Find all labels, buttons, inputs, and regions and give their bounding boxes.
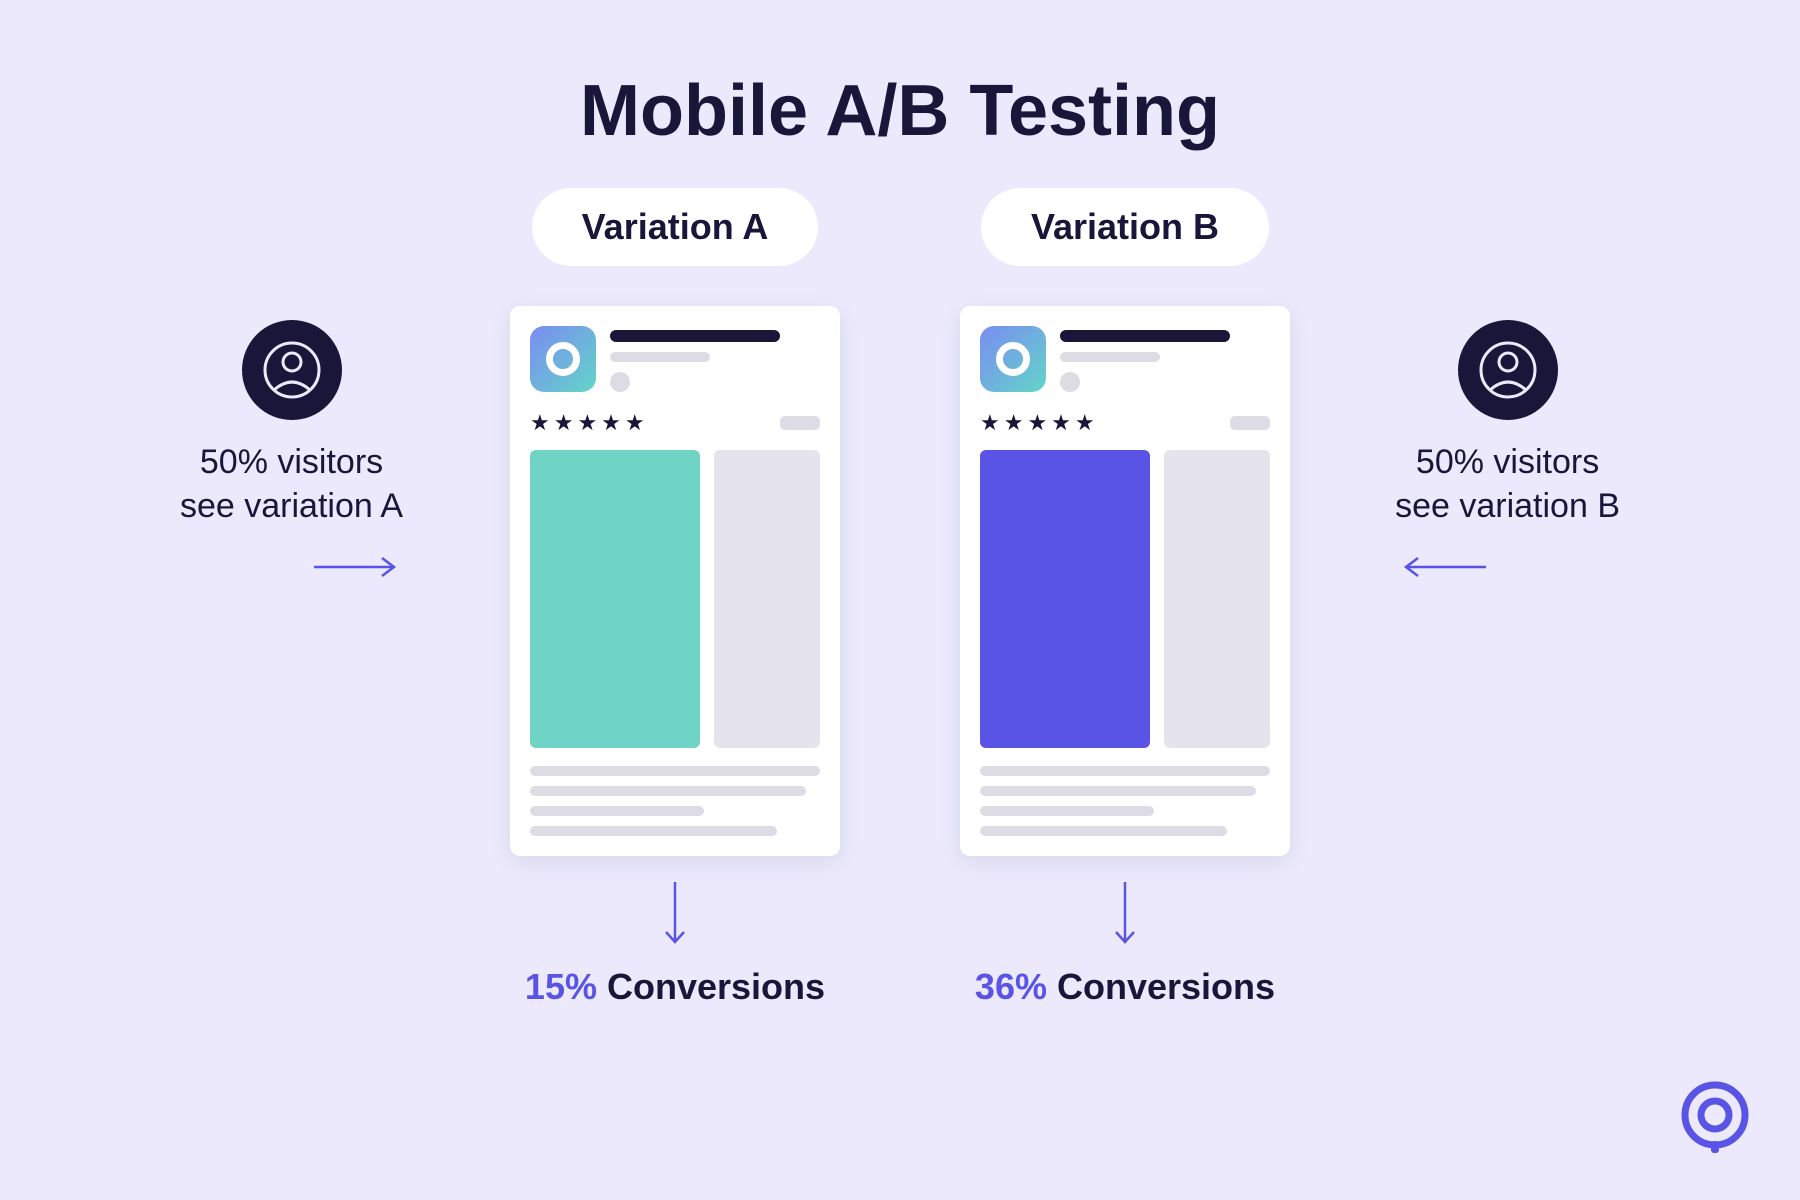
title-placeholder: [1060, 330, 1230, 342]
subtitle-placeholder: [1060, 352, 1160, 362]
header-lines: [610, 326, 820, 392]
text-lines: [530, 766, 820, 836]
conversion-label: Conversions: [607, 966, 825, 1007]
conversion-label: Conversions: [1057, 966, 1275, 1007]
variation-a-pill: Variation A: [532, 188, 819, 266]
side-card: [714, 450, 820, 748]
right-arrow-icon: [310, 552, 405, 587]
app-icon: [980, 326, 1046, 392]
title-placeholder: [610, 330, 780, 342]
header-lines: [1060, 326, 1270, 392]
visitors-right-text: 50% visitors see variation B: [1395, 440, 1620, 528]
text-line: [980, 826, 1227, 836]
visitors-left: 50% visitors see variation A: [180, 320, 403, 528]
text-line: [980, 766, 1270, 776]
app-icon-ring: [546, 342, 580, 376]
down-arrow-icon: [1110, 880, 1140, 950]
user-icon: [1458, 320, 1558, 420]
phone-mockup-a: ★★★★★: [510, 306, 840, 856]
conversion-b: 36% Conversions: [975, 966, 1275, 1008]
stars-row: ★★★★★: [530, 410, 820, 436]
variation-b-pill: Variation B: [981, 188, 1269, 266]
text-line: [980, 806, 1154, 816]
dot-placeholder: [610, 372, 630, 392]
main-card-b: [980, 450, 1150, 748]
text-line: [530, 806, 704, 816]
phone-header: [530, 326, 820, 392]
conversion-a: 15% Conversions: [525, 966, 825, 1008]
star-rating: ★★★★★: [980, 410, 1099, 436]
cards-row: [530, 450, 820, 748]
side-card: [1164, 450, 1270, 748]
app-icon: [530, 326, 596, 392]
content-row: Variation A ★★★★★: [0, 188, 1800, 1008]
brand-logo-icon: [1675, 1075, 1755, 1160]
main-card-a: [530, 450, 700, 748]
chip-placeholder: [1230, 416, 1270, 430]
text-line: [530, 766, 820, 776]
left-arrow-icon: [1395, 552, 1490, 587]
text-line: [530, 826, 777, 836]
conversion-pct: 15%: [525, 966, 597, 1007]
down-arrow-icon: [660, 880, 690, 950]
variation-a-column: Variation A ★★★★★: [510, 188, 840, 1008]
user-icon: [242, 320, 342, 420]
visitors-left-text: 50% visitors see variation A: [180, 440, 403, 528]
subtitle-placeholder: [610, 352, 710, 362]
stars-row: ★★★★★: [980, 410, 1270, 436]
conversion-pct: 36%: [975, 966, 1047, 1007]
visitors-right: 50% visitors see variation B: [1395, 320, 1620, 528]
text-line: [530, 786, 806, 796]
chip-placeholder: [780, 416, 820, 430]
cards-row: [980, 450, 1270, 748]
phone-mockup-b: ★★★★★: [960, 306, 1290, 856]
star-rating: ★★★★★: [530, 410, 649, 436]
phone-header: [980, 326, 1270, 392]
dot-placeholder: [1060, 372, 1080, 392]
text-line: [980, 786, 1256, 796]
app-icon-ring: [996, 342, 1030, 376]
page-title: Mobile A/B Testing: [0, 0, 1800, 152]
text-lines: [980, 766, 1270, 836]
variation-b-column: Variation B ★★★★★: [960, 188, 1290, 1008]
